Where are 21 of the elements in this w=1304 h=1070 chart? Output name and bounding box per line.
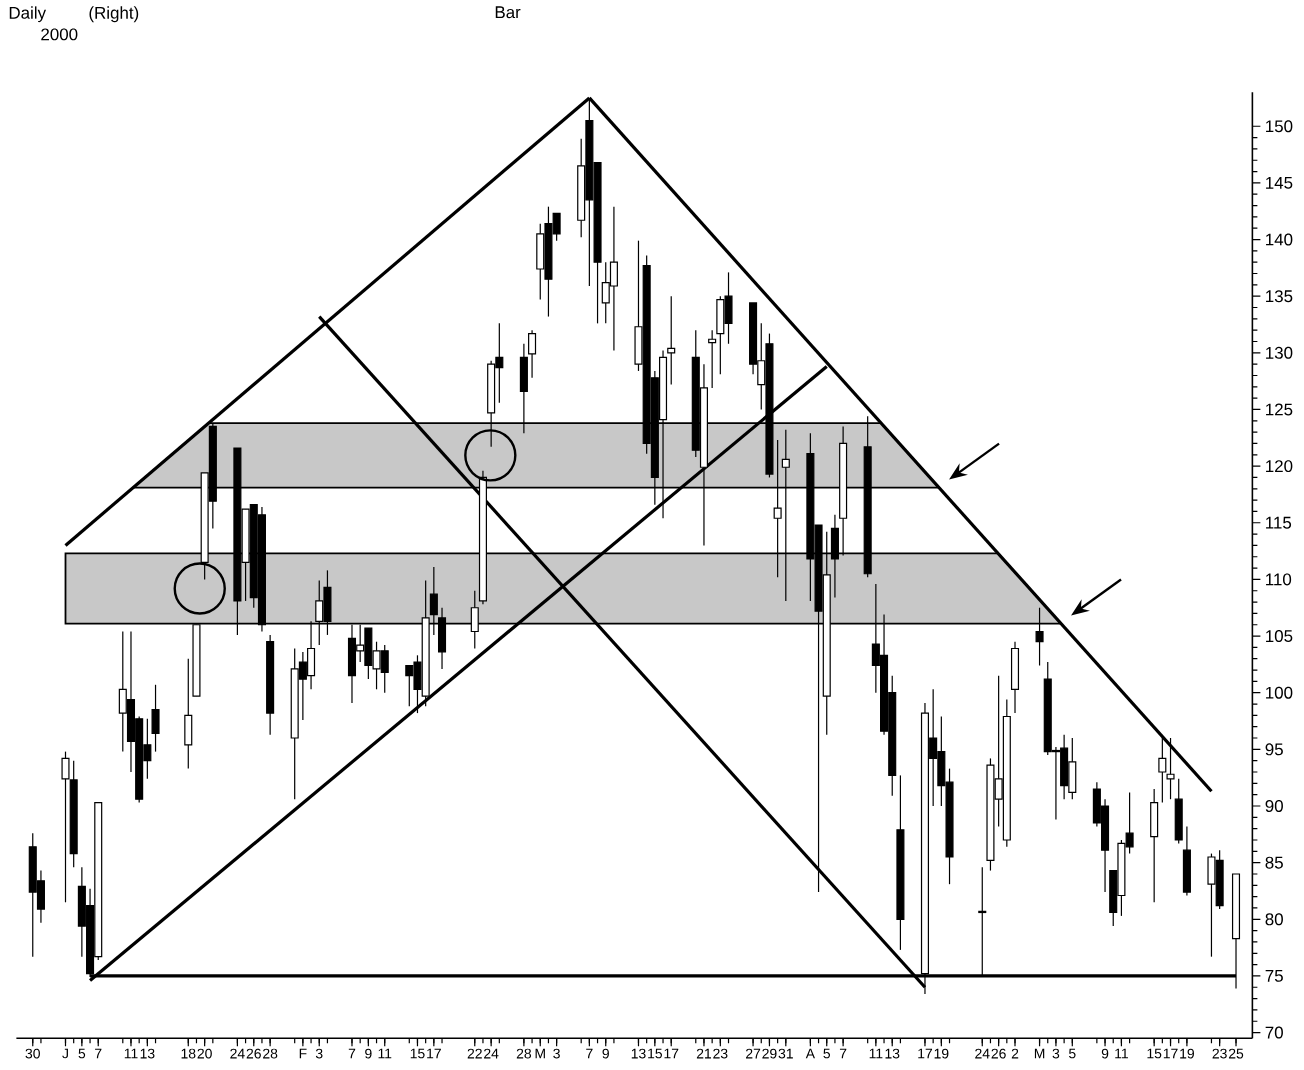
- y-tick-label: 145: [1266, 176, 1293, 189]
- y-tick-label: 110: [1266, 573, 1292, 586]
- y-tick-label: 130: [1266, 346, 1293, 359]
- y-tick-label: 140: [1266, 233, 1293, 246]
- y-tick-label: 85: [1265, 856, 1283, 869]
- y-tick-label: 90: [1265, 800, 1283, 812]
- y-tick-label: 135: [1266, 290, 1293, 303]
- y-tick-label: 70: [1265, 1026, 1283, 1039]
- text: Bar: [495, 6, 521, 19]
- y-tick-label: 80: [1265, 913, 1283, 926]
- y-tick-label: 100: [1266, 686, 1293, 699]
- chart-title: Daily: [9, 6, 47, 23]
- y-tick-label: 115: [1266, 516, 1292, 529]
- y-tick-label: 75: [1265, 970, 1283, 982]
- chart-subtitle: 2000: [41, 28, 78, 41]
- y-tick-label: 105: [1266, 630, 1293, 643]
- y-tick-label: 125: [1266, 403, 1293, 416]
- y-tick-label: 150: [1266, 120, 1293, 133]
- text: (Right): [89, 6, 139, 23]
- y-tick-label: 95: [1265, 743, 1283, 756]
- y-tick-label: 120: [1266, 460, 1293, 473]
